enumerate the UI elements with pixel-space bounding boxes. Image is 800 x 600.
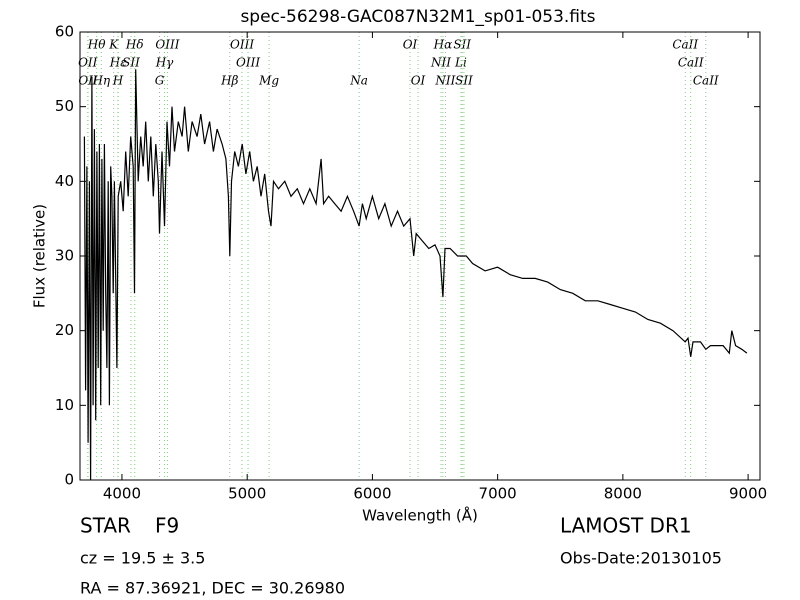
subclass: F9 — [155, 514, 179, 538]
obs-date: Obs-Date:20130105 — [560, 549, 722, 568]
spectral-line-label: OIII — [236, 56, 260, 70]
coordinates: RA = 87.36921, DEC = 30.26980 — [80, 579, 345, 598]
x-tick-label: 5000 — [228, 485, 266, 503]
spectral-line-label: SII — [453, 38, 471, 52]
class: STAR — [80, 514, 131, 538]
y-tick-label: 10 — [55, 396, 74, 414]
y-tick-label: 40 — [55, 172, 74, 190]
spectral-line-label: NII — [434, 74, 455, 88]
spectral-line-label: OIII — [230, 38, 254, 52]
y-tick-label: 60 — [55, 23, 74, 41]
x-axis-label: Wavelength (Å) — [362, 506, 478, 525]
spectral-line-label: NII — [430, 56, 451, 70]
x-tick-label: 7000 — [479, 485, 517, 503]
spectral-line-label: CaII — [678, 56, 704, 70]
spectral-line-label: Hη — [91, 74, 110, 88]
spectral-line-label: Hε — [109, 56, 127, 70]
plot-frame — [79, 31, 761, 481]
spectral-line-label: Na — [349, 74, 368, 88]
spectral-line-label: SII — [455, 74, 473, 88]
spectral-line-label: SII — [122, 56, 140, 70]
x-tick-label: 8000 — [604, 485, 642, 503]
y-tick-label: 20 — [55, 321, 74, 339]
spectral-line-label: Hγ — [155, 56, 174, 70]
spectral-line-label: K — [108, 38, 119, 52]
spectral-line-label: Li — [454, 56, 467, 70]
spectral-line-label: Hβ — [220, 74, 238, 88]
spectral-line-label: OI — [403, 38, 418, 52]
redshift: cz = 19.5 ± 3.5 — [80, 549, 205, 568]
spectral-line-label: Hα — [433, 38, 453, 52]
spectral-line-label: CaII — [693, 74, 719, 88]
x-tick-label: 9000 — [729, 485, 767, 503]
y-tick-label: 50 — [55, 97, 74, 115]
spectrum-line — [83, 69, 748, 481]
x-tick-label: 6000 — [353, 485, 391, 503]
spectral-line-label: OII — [78, 74, 98, 88]
survey: LAMOST DR1 — [560, 514, 692, 538]
y-axis-label: Flux (relative) — [31, 204, 49, 308]
spectral-line-label: Hθ — [87, 38, 106, 52]
spectral-line-label: G — [155, 74, 165, 88]
spectral-line-label: Hδ — [125, 38, 144, 52]
spectral-line-label: Mg — [258, 74, 279, 88]
spectral-line-label: OII — [78, 56, 98, 70]
chart-title: spec-56298-GAC087N32M1_sp01-053.fits — [240, 7, 595, 27]
spectral-line-label: CaII — [672, 38, 698, 52]
spectral-line-label: OI — [411, 74, 426, 88]
x-tick-label: 4000 — [103, 485, 141, 503]
spectral-line-label: H — [112, 74, 124, 88]
y-tick-label: 30 — [55, 247, 74, 265]
spectral-line-label: OIII — [155, 38, 179, 52]
y-tick-label: 0 — [64, 471, 74, 489]
